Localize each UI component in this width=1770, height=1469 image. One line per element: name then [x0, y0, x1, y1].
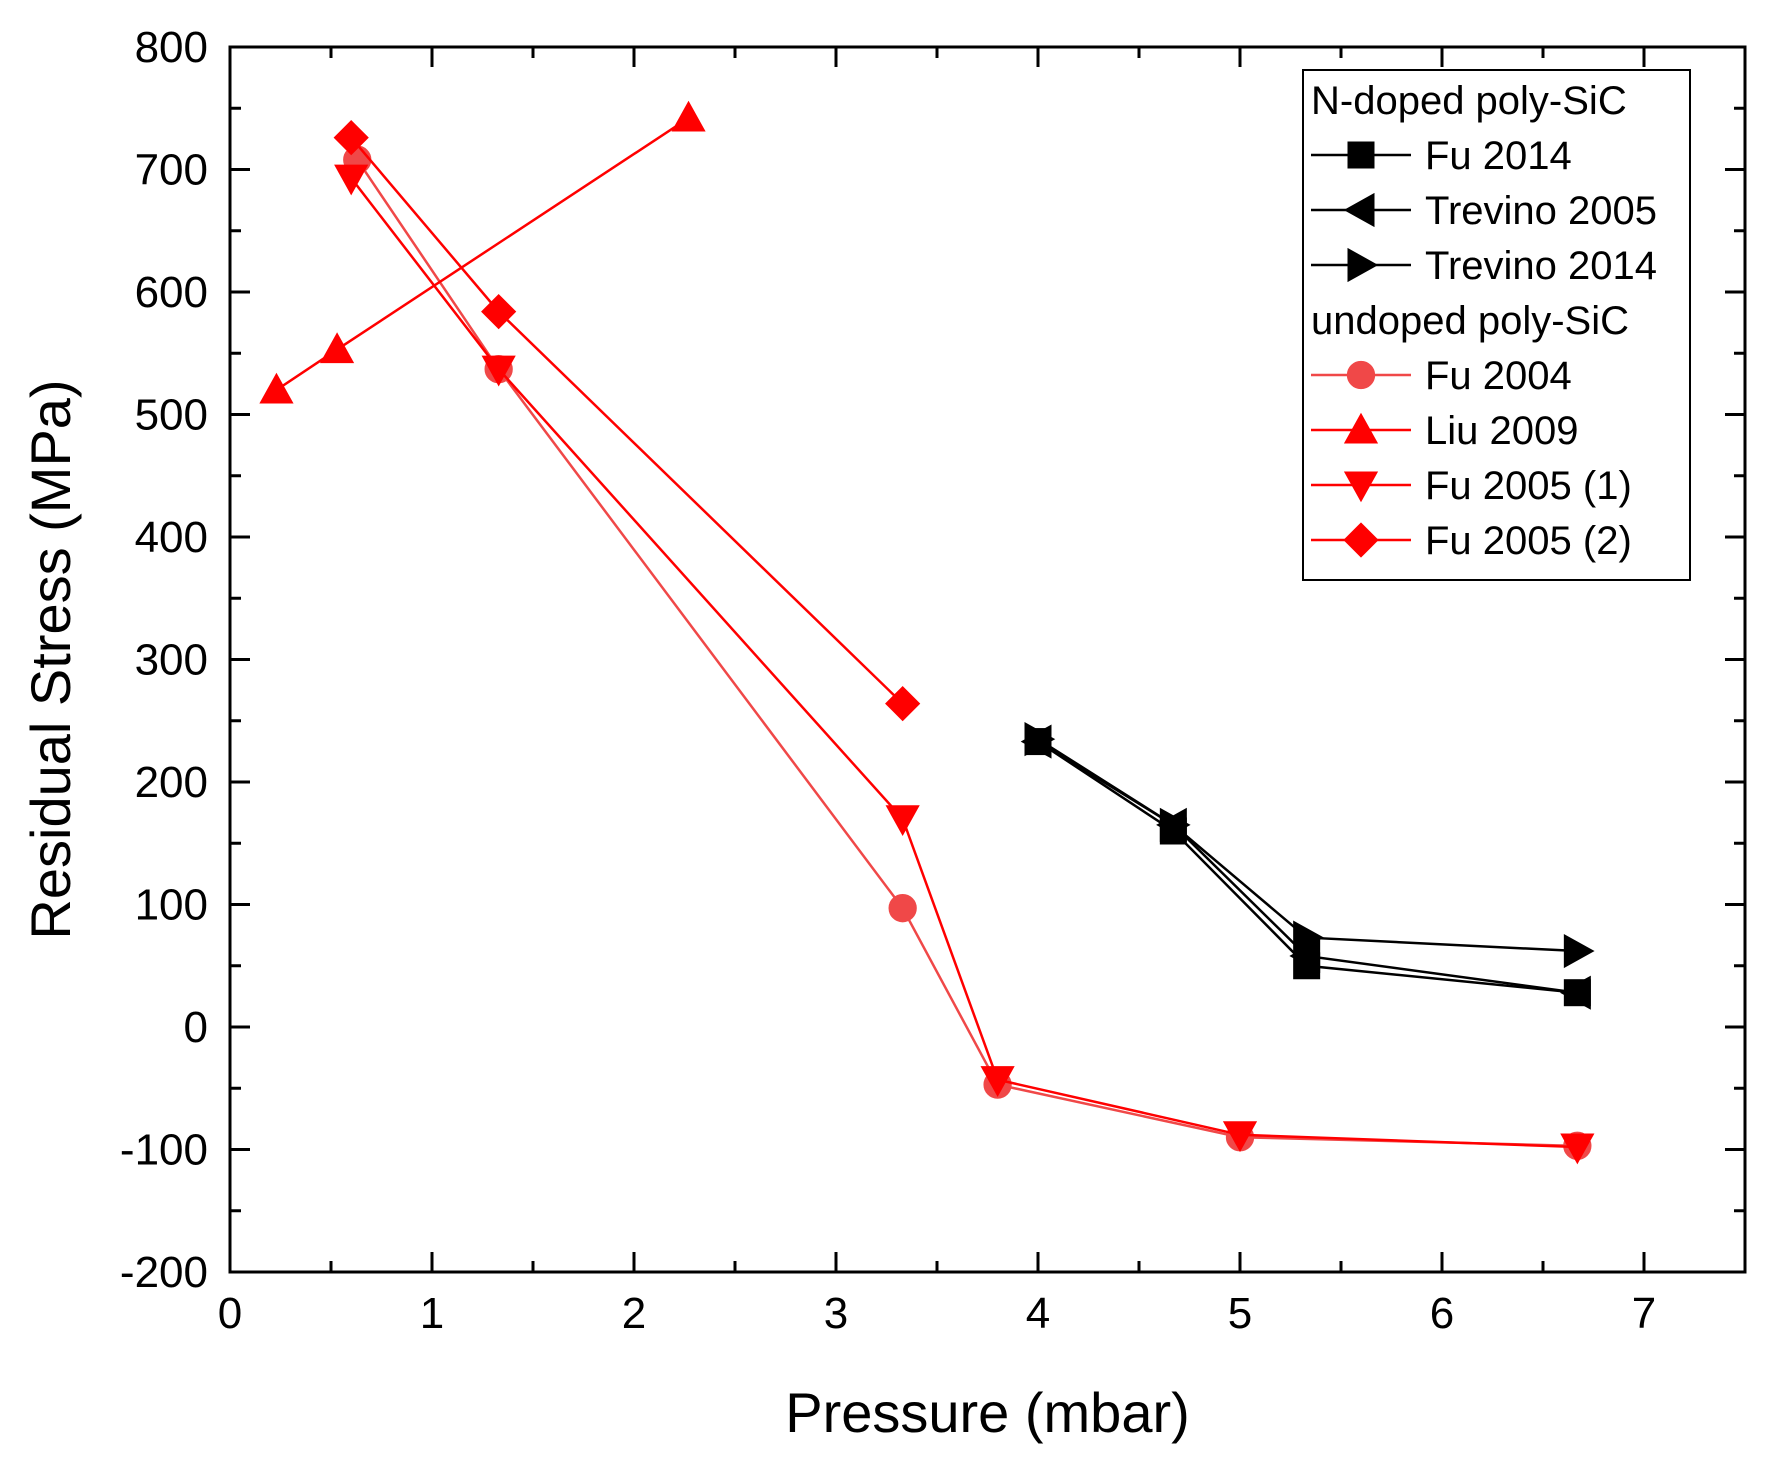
data-point-liu-2009 — [259, 372, 294, 404]
x-tick-label: 0 — [218, 1289, 242, 1338]
y-tick-label: 100 — [135, 881, 208, 930]
legend-label-trevino-2014: Trevino 2014 — [1425, 244, 1657, 288]
data-point-fu-2005-1 — [885, 805, 920, 837]
y-tick-label: -100 — [120, 1126, 208, 1175]
legend-marker-liu-2009 — [1343, 412, 1379, 444]
data-point-trevino-2014 — [1293, 920, 1324, 955]
x-axis-title: Pressure (mbar) — [785, 1381, 1190, 1444]
series-line-fu-2014 — [1037, 740, 1578, 994]
data-point-fu-2005-2 — [481, 293, 517, 330]
x-tick-label: 3 — [824, 1289, 848, 1338]
data-point-fu-2005-1 — [334, 164, 369, 196]
x-tick-label: 2 — [622, 1289, 646, 1338]
y-tick-label: 300 — [135, 636, 208, 685]
legend-label-fu-2004: Fu 2004 — [1425, 354, 1572, 398]
legend-marker-fu-2014 — [1347, 141, 1375, 169]
data-point-fu-2005-1 — [1222, 1121, 1258, 1153]
y-tick-label: 800 — [135, 23, 208, 72]
series-liu-2009 — [259, 100, 706, 404]
x-tick-label: 7 — [1632, 1289, 1656, 1338]
legend: N-doped poly-SiC Fu 2014 Trevino 2005 Trevi… — [1302, 69, 1691, 581]
y-tick-label: 600 — [135, 268, 208, 317]
series-trevino-2014 — [1024, 722, 1595, 969]
legend-marker-trevino-2005 — [1343, 192, 1375, 228]
data-point-fu-2005-2 — [333, 120, 369, 156]
legend-group-heading: N-doped poly-SiC — [1311, 79, 1627, 123]
y-tick-label: 700 — [135, 146, 208, 195]
data-point-fu-2005-1 — [980, 1066, 1015, 1097]
y-tick-label: 500 — [135, 391, 208, 440]
series-line-trevino-2014 — [1037, 738, 1578, 953]
legend-marker-fu-2005-1 — [1343, 471, 1379, 503]
x-tick-label: 4 — [1026, 1289, 1050, 1338]
data-point-trevino-2014 — [1563, 933, 1595, 969]
x-tick-label: 6 — [1430, 1289, 1454, 1338]
data-point-fu-2005-1 — [1560, 1133, 1595, 1165]
legend-marker-fu-2005-2 — [1343, 522, 1379, 558]
legend-marker-trevino-2014 — [1347, 247, 1379, 283]
data-point-trevino-2014 — [1159, 807, 1191, 842]
legend-label-liu-2009: Liu 2009 — [1425, 409, 1578, 453]
series-line-fu-2004 — [356, 159, 1578, 1148]
plot-frame — [228, 45, 1747, 1274]
tick-labels: 0 1 2 3 4 5 6 7 -200 -100 0 100 200 300 400 500 600 700 80… — [120, 23, 1656, 1338]
series-fu-2005-1 — [334, 164, 1595, 1165]
legend-label-fu-2005-2: Fu 2005 (2) — [1425, 519, 1632, 563]
y-tick-label: 400 — [135, 513, 208, 562]
legend-label-trevino-2005: Trevino 2005 — [1425, 189, 1657, 233]
legend-label-fu-2014: Fu 2014 — [1425, 134, 1572, 178]
data-point-liu-2009 — [671, 100, 706, 132]
axis-ticks — [228, 45, 1747, 1274]
x-tick-label: 1 — [420, 1289, 444, 1338]
legend-group-heading: undoped poly-SiC — [1311, 299, 1629, 343]
data-point-liu-2009 — [319, 332, 355, 364]
y-axis-title: Residual Stress (MPa) — [19, 379, 82, 939]
series-line-fu-2005-1 — [350, 177, 1578, 1149]
data-point-trevino-2014 — [1024, 722, 1056, 757]
y-tick-label: -200 — [120, 1248, 208, 1297]
data-point-fu-2005-2 — [885, 685, 921, 722]
data-point-fu-2005-1 — [481, 355, 516, 387]
y-tick-label: 0 — [184, 1003, 208, 1052]
x-tick-label: 5 — [1228, 1289, 1252, 1338]
data-point-fu-2004 — [888, 894, 917, 923]
y-tick-label: 200 — [135, 758, 208, 807]
legend-marker-fu-2004 — [1346, 360, 1376, 390]
data-point-trevino-2005 — [1560, 975, 1591, 1010]
legend-label-fu-2005-1: Fu 2005 (1) — [1425, 464, 1632, 508]
series-fu-2005-2 — [333, 120, 921, 722]
data-series — [259, 100, 1595, 1165]
